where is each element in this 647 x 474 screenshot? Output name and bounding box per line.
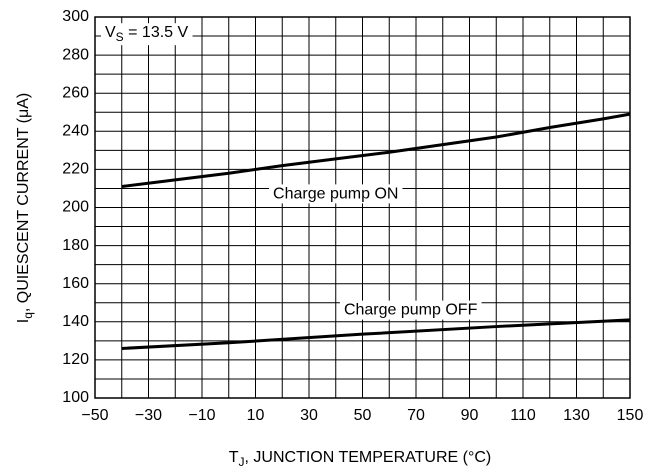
y-axis-title: Iq, QUIESCENT CURRENT (μA) (15, 93, 35, 323)
y-tick-label: 120 (62, 351, 89, 368)
series-line (121, 318, 631, 350)
plot-border (94, 16, 631, 399)
x-tick-label: −10 (188, 407, 215, 424)
y-tick-label: 140 (62, 313, 89, 330)
y-tick-label: 240 (62, 123, 89, 140)
annotation: VS = 13.5 V (105, 24, 189, 44)
annotation-part: V (105, 24, 116, 41)
y-tick-label: 160 (62, 275, 89, 292)
x-tick-label: 90 (461, 407, 479, 424)
x-tick-label: 50 (354, 407, 372, 424)
x-axis-title: TJ, JUNCTION TEMPERATURE (°C) (229, 449, 491, 469)
series-label: Charge pump ON (273, 185, 398, 202)
label-background (101, 23, 193, 46)
x-tick-label: 110 (510, 407, 536, 424)
series-label: Charge pump OFF (344, 302, 478, 319)
annotation-part: = 13.5 V (124, 24, 189, 41)
y-tick-label: 200 (62, 199, 89, 216)
y-tick-label: 100 (62, 389, 89, 406)
y-tick-label: 180 (62, 237, 89, 254)
x-tick-label: 150 (617, 407, 644, 424)
x-tick-label: −30 (135, 407, 162, 424)
x-tick-label: −50 (81, 407, 108, 424)
annotation-part: S (116, 30, 124, 44)
label-background (339, 300, 482, 320)
y-tick-label: 220 (62, 161, 89, 178)
x-tick-label: 10 (247, 407, 265, 424)
y-tick-label: 260 (62, 84, 89, 101)
series-line (121, 112, 631, 189)
x-tick-label: 130 (563, 407, 590, 424)
x-tick-label: 70 (407, 407, 425, 424)
x-tick-label: 30 (300, 407, 318, 424)
label-background (269, 184, 403, 204)
y-tick-label: 300 (62, 8, 89, 25)
y-tick-label: 280 (62, 46, 89, 63)
